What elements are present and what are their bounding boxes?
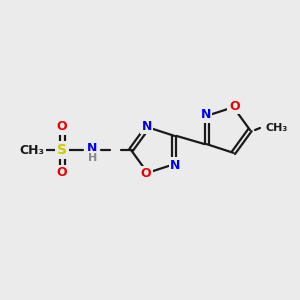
- Text: O: O: [57, 167, 67, 179]
- Text: N: N: [87, 142, 97, 155]
- Text: N: N: [141, 120, 152, 133]
- Text: N: N: [200, 108, 211, 122]
- Text: N: N: [170, 159, 181, 172]
- Text: O: O: [229, 100, 240, 113]
- Text: CH₃: CH₃: [20, 143, 44, 157]
- Text: CH₃: CH₃: [266, 123, 288, 133]
- Text: O: O: [140, 167, 151, 180]
- Text: S: S: [57, 143, 67, 157]
- Text: O: O: [57, 121, 67, 134]
- Text: H: H: [88, 153, 98, 163]
